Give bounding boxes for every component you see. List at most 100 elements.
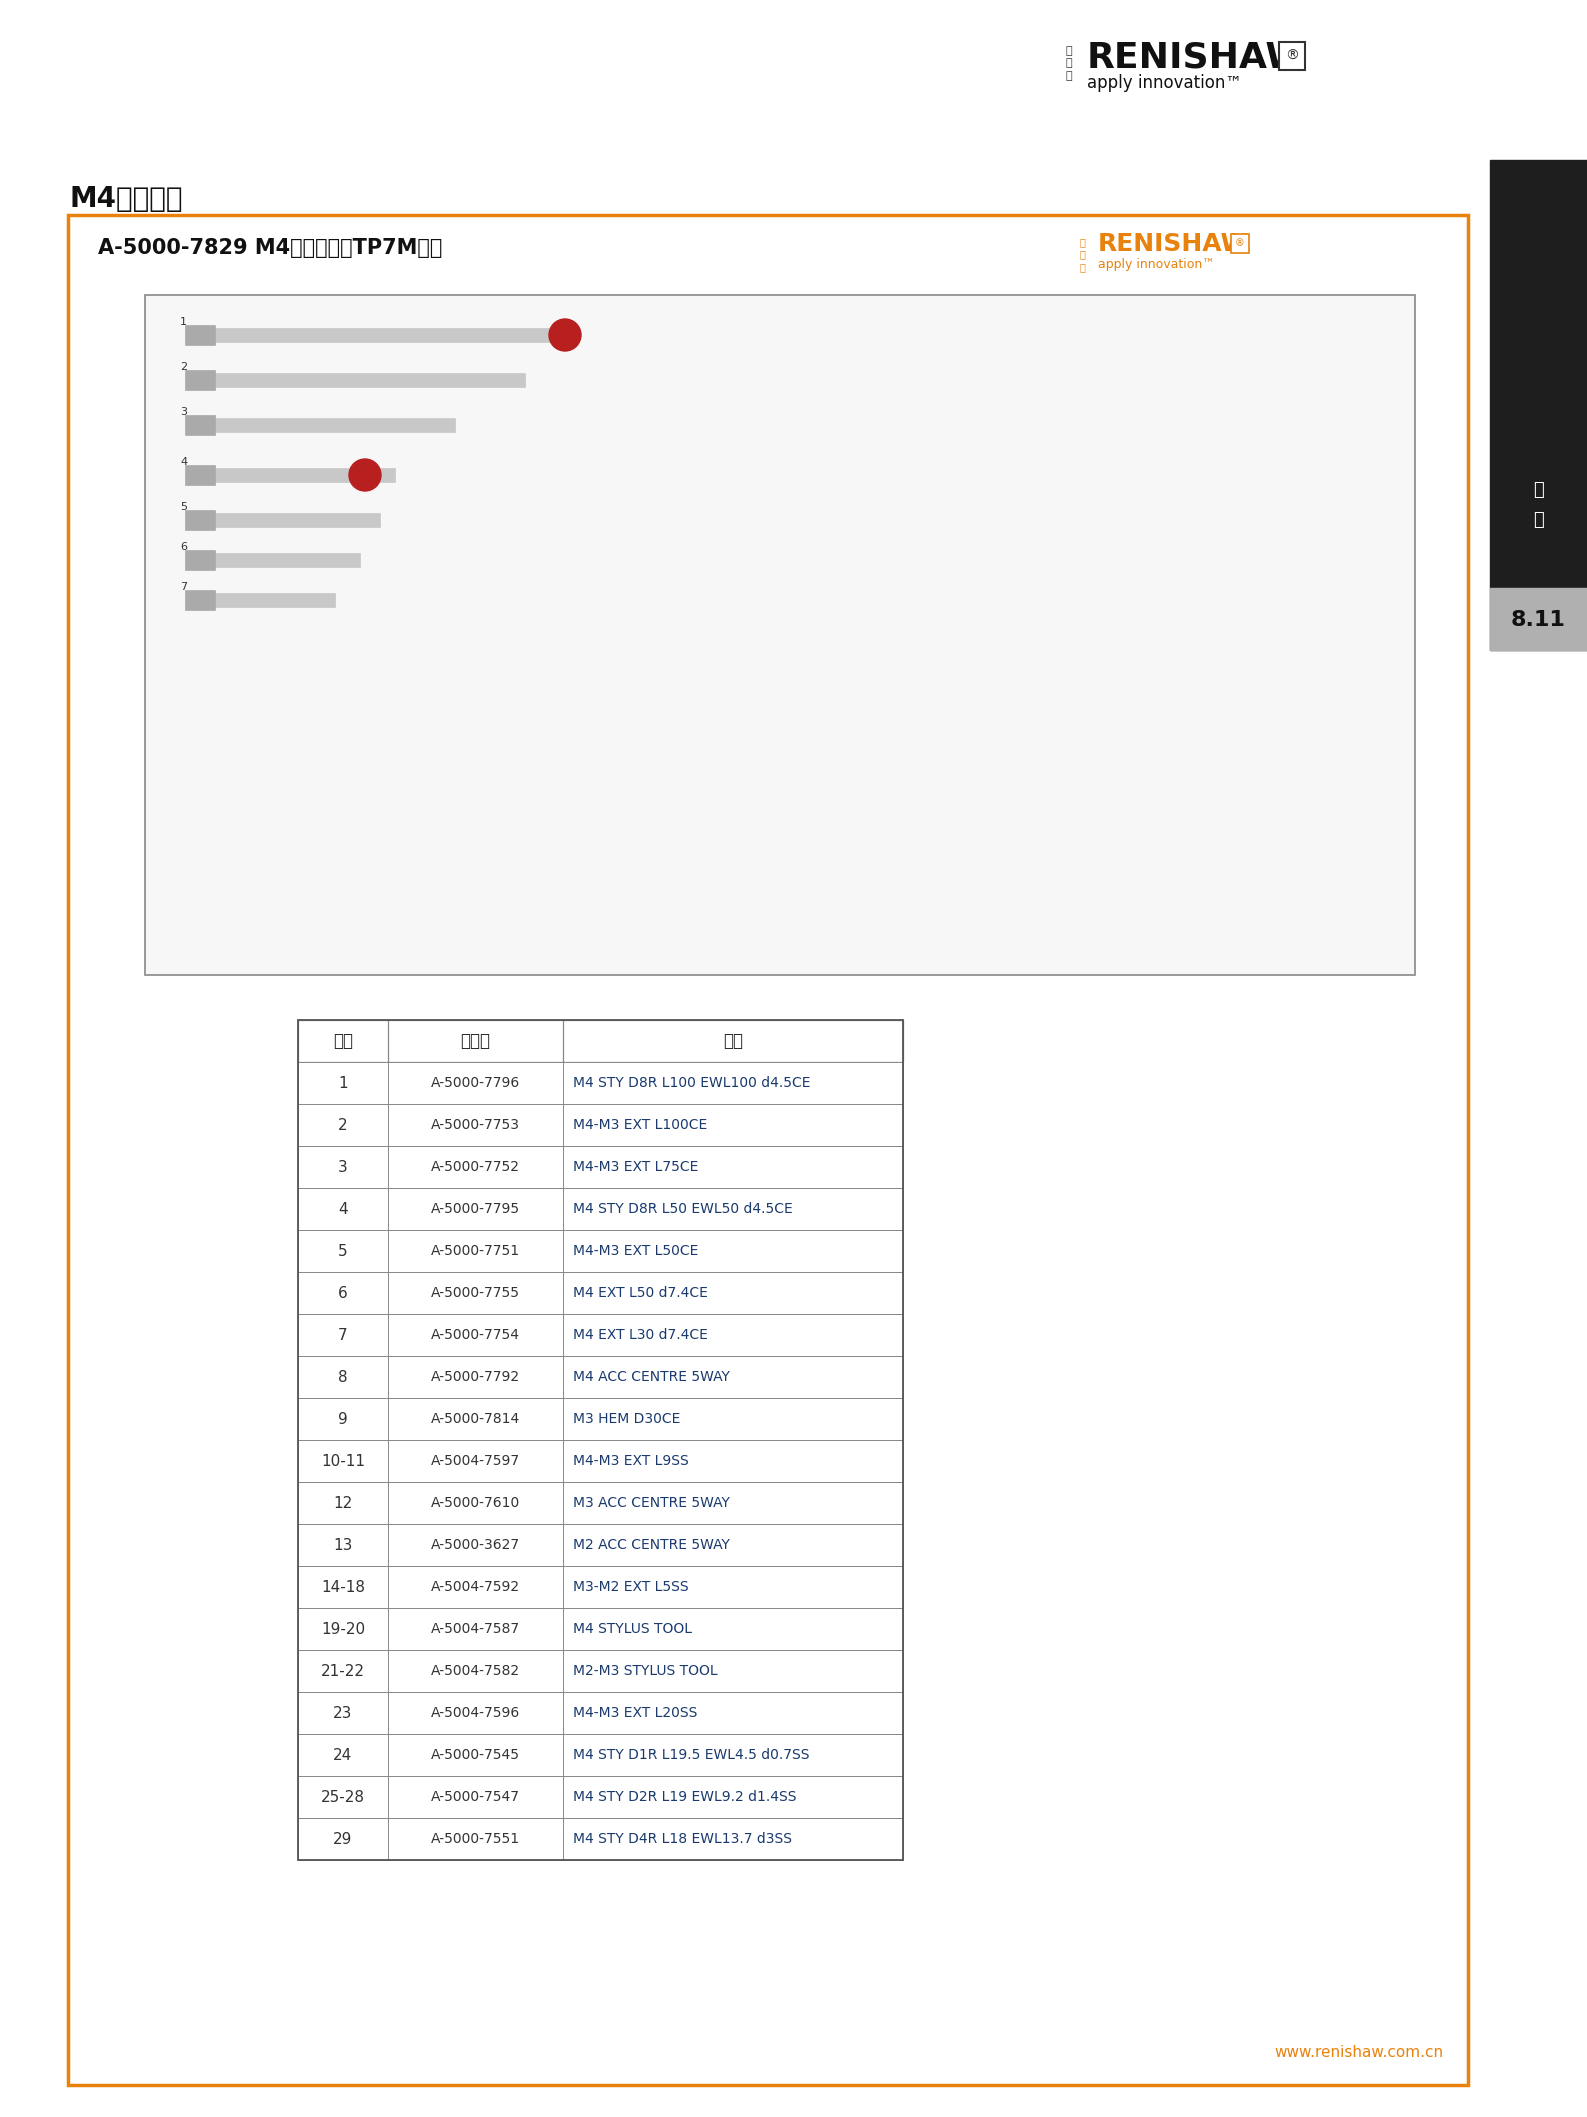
Text: apply innovation™: apply innovation™ xyxy=(1087,74,1243,91)
Text: 2: 2 xyxy=(179,362,187,373)
Text: 5: 5 xyxy=(338,1243,348,1257)
Text: M4-M3 EXT L9SS: M4-M3 EXT L9SS xyxy=(573,1454,689,1467)
Text: 3: 3 xyxy=(179,406,187,417)
Text: RENISHAW: RENISHAW xyxy=(1098,233,1249,256)
Text: 雷
尼
绍: 雷 尼 绍 xyxy=(1065,47,1071,80)
Text: 3: 3 xyxy=(338,1160,348,1175)
Bar xyxy=(298,1315,903,1357)
Text: 6: 6 xyxy=(179,542,187,553)
Text: 订货号: 订货号 xyxy=(460,1031,490,1050)
Bar xyxy=(209,468,395,483)
Bar xyxy=(298,1776,903,1819)
Text: 雷
尼
绍: 雷 尼 绍 xyxy=(1081,237,1086,271)
Text: 附: 附 xyxy=(1533,481,1544,500)
Text: A-5000-7796: A-5000-7796 xyxy=(432,1075,521,1090)
Bar xyxy=(1490,161,1587,650)
Text: M4 STY D2R L19 EWL9.2 d1.4SS: M4 STY D2R L19 EWL9.2 d1.4SS xyxy=(573,1791,797,1804)
Bar xyxy=(298,1272,903,1315)
Text: 10-11: 10-11 xyxy=(321,1454,365,1469)
Text: 位置: 位置 xyxy=(333,1031,352,1050)
Text: 4: 4 xyxy=(338,1202,348,1217)
Bar xyxy=(298,1734,903,1776)
Text: ®: ® xyxy=(1285,49,1298,64)
Text: 7: 7 xyxy=(179,582,187,593)
Bar xyxy=(1490,589,1587,650)
Bar xyxy=(209,417,455,432)
Text: ®: ® xyxy=(1235,237,1244,248)
Bar xyxy=(298,1188,903,1230)
Text: M4 STYLUS TOOL: M4 STYLUS TOOL xyxy=(573,1622,692,1636)
Bar xyxy=(186,510,214,529)
Text: 12: 12 xyxy=(333,1495,352,1512)
Bar xyxy=(298,1020,903,1063)
Text: M4 STY D8R L50 EWL50 d4.5CE: M4 STY D8R L50 EWL50 d4.5CE xyxy=(573,1202,794,1215)
Bar xyxy=(209,593,335,608)
Text: M3 HEM D30CE: M3 HEM D30CE xyxy=(573,1412,681,1427)
Bar xyxy=(298,1609,903,1649)
Text: 2: 2 xyxy=(338,1118,348,1133)
Text: 5: 5 xyxy=(179,502,187,512)
Text: 29: 29 xyxy=(333,1831,352,1846)
Circle shape xyxy=(549,320,581,351)
Bar xyxy=(209,328,565,343)
Text: A-5000-7752: A-5000-7752 xyxy=(432,1160,521,1175)
Text: A-5000-7814: A-5000-7814 xyxy=(432,1412,521,1427)
Text: 24: 24 xyxy=(333,1747,352,1763)
Bar xyxy=(209,512,379,527)
Text: 描述: 描述 xyxy=(724,1031,743,1050)
Text: M3-M2 EXT L5SS: M3-M2 EXT L5SS xyxy=(573,1579,689,1594)
Bar xyxy=(298,1357,903,1397)
Text: A-5000-7755: A-5000-7755 xyxy=(432,1285,521,1300)
Bar xyxy=(68,216,1468,2085)
Text: A-5000-7551: A-5000-7551 xyxy=(432,1831,521,1846)
Bar xyxy=(298,1567,903,1609)
Bar xyxy=(186,370,214,390)
Text: A-5000-7795: A-5000-7795 xyxy=(432,1202,521,1215)
Text: M4 EXT L30 d7.4CE: M4 EXT L30 d7.4CE xyxy=(573,1327,708,1342)
Bar xyxy=(209,553,360,567)
Text: A-5004-7587: A-5004-7587 xyxy=(432,1622,521,1636)
Text: M4 ACC CENTRE 5WAY: M4 ACC CENTRE 5WAY xyxy=(573,1370,730,1385)
Bar xyxy=(209,373,525,387)
Bar xyxy=(298,1524,903,1567)
Text: M4 EXT L50 d7.4CE: M4 EXT L50 d7.4CE xyxy=(573,1285,708,1300)
Bar xyxy=(298,1397,903,1440)
Text: A-5000-7751: A-5000-7751 xyxy=(432,1245,521,1257)
Text: A-5000-3627: A-5000-3627 xyxy=(432,1537,521,1552)
Text: www.renishaw.com.cn: www.renishaw.com.cn xyxy=(1274,2045,1443,2060)
Text: A-5000-7610: A-5000-7610 xyxy=(432,1497,521,1509)
Text: M4测针组件: M4测针组件 xyxy=(70,184,184,214)
Bar xyxy=(298,1145,903,1188)
Text: A-5000-7829 M4测针组件（TP7M用）: A-5000-7829 M4测针组件（TP7M用） xyxy=(98,237,443,258)
Text: A-5000-7753: A-5000-7753 xyxy=(432,1118,521,1133)
Bar xyxy=(144,294,1416,976)
Text: M4 STY D8R L100 EWL100 d4.5CE: M4 STY D8R L100 EWL100 d4.5CE xyxy=(573,1075,811,1090)
Text: 4: 4 xyxy=(179,457,187,468)
Text: A-5004-7582: A-5004-7582 xyxy=(432,1664,521,1679)
Text: 件: 件 xyxy=(1533,510,1544,529)
Text: M4-M3 EXT L50CE: M4-M3 EXT L50CE xyxy=(573,1245,698,1257)
Text: M4-M3 EXT L100CE: M4-M3 EXT L100CE xyxy=(573,1118,708,1133)
Text: apply innovation™: apply innovation™ xyxy=(1098,258,1214,271)
Bar xyxy=(186,591,214,610)
Bar xyxy=(298,1649,903,1691)
Bar xyxy=(298,1020,903,1861)
Text: M4 STY D1R L19.5 EWL4.5 d0.7SS: M4 STY D1R L19.5 EWL4.5 d0.7SS xyxy=(573,1749,809,1761)
Text: A-5000-7792: A-5000-7792 xyxy=(432,1370,521,1385)
Bar xyxy=(298,1103,903,1145)
Text: 9: 9 xyxy=(338,1412,348,1427)
Text: M2 ACC CENTRE 5WAY: M2 ACC CENTRE 5WAY xyxy=(573,1537,730,1552)
Text: M2-M3 STYLUS TOOL: M2-M3 STYLUS TOOL xyxy=(573,1664,717,1679)
Text: 8: 8 xyxy=(338,1370,348,1385)
Text: 1: 1 xyxy=(179,318,187,326)
Text: 8.11: 8.11 xyxy=(1511,610,1565,631)
Text: A-5000-7754: A-5000-7754 xyxy=(432,1327,521,1342)
Text: 21-22: 21-22 xyxy=(321,1664,365,1679)
Text: M4 STY D4R L18 EWL13.7 d3SS: M4 STY D4R L18 EWL13.7 d3SS xyxy=(573,1831,792,1846)
Text: M4-M3 EXT L75CE: M4-M3 EXT L75CE xyxy=(573,1160,698,1175)
Bar xyxy=(298,1063,903,1103)
Circle shape xyxy=(349,459,381,491)
Bar xyxy=(298,1691,903,1734)
Text: M4-M3 EXT L20SS: M4-M3 EXT L20SS xyxy=(573,1706,697,1719)
Text: 1: 1 xyxy=(338,1075,348,1090)
